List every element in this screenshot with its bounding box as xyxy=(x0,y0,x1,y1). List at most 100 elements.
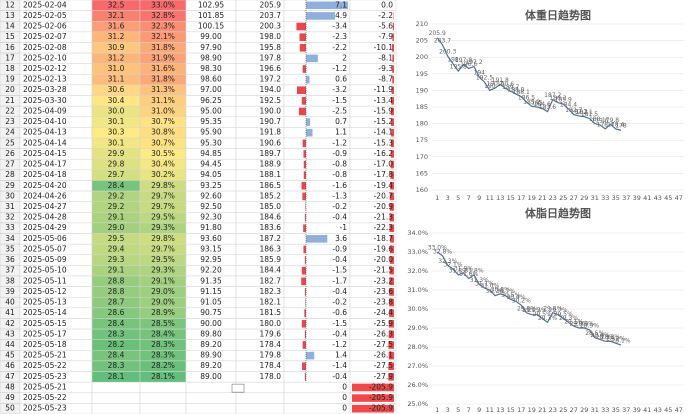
row-number: 34 xyxy=(5,234,15,243)
cell-text: 2025-04-18 xyxy=(23,170,67,179)
cell-text: 28.4 xyxy=(108,319,125,328)
cell-text: 2025-02-05 xyxy=(23,11,67,20)
chart-title: 体重日趋势图 xyxy=(525,8,591,22)
cell-text: 29.3% xyxy=(151,223,175,232)
cell-text: 29.8 xyxy=(108,160,125,169)
x-tick-label: 41 xyxy=(643,406,651,414)
cell xyxy=(235,403,285,414)
cell-text: 184.4 xyxy=(260,266,282,275)
cell-text: -205.9 xyxy=(369,404,393,413)
data-bar xyxy=(306,12,335,20)
data-bar xyxy=(303,150,306,158)
cell-text: 2025-02-12 xyxy=(23,64,67,73)
cell-text: 98.60 xyxy=(200,75,222,84)
cell-text: -21.5 xyxy=(374,266,394,275)
x-tick-label: 31 xyxy=(591,194,599,202)
x-tick-label: 23 xyxy=(549,194,557,202)
cell-text: 89.20 xyxy=(200,361,222,370)
y-tick-label: 28.0% xyxy=(407,343,428,351)
data-label: 31.6% xyxy=(459,271,478,278)
cell-text: 0 xyxy=(342,404,347,413)
cell-text: -15.2 xyxy=(374,117,394,126)
cell-text: 93.25 xyxy=(200,181,222,190)
data-label: 28.3% xyxy=(596,334,615,341)
data-bar xyxy=(306,128,313,137)
data-bar xyxy=(392,65,394,73)
y-tick-label: 185 xyxy=(416,103,428,111)
cell-text: 31.3% xyxy=(151,85,175,94)
cell-text: 2025-04-09 xyxy=(23,106,67,115)
cell-text: 2025-05-18 xyxy=(23,340,67,349)
cell-text: 2025-05-17 xyxy=(23,329,67,338)
cell-text: 93.60 xyxy=(200,234,222,243)
y-tick-label: 210 xyxy=(416,20,428,28)
data-label: 30.2% xyxy=(512,298,531,305)
cell-text: 95.35 xyxy=(200,117,222,126)
row-number: 48 xyxy=(5,382,15,391)
cell-text: 2025-02-10 xyxy=(23,53,67,62)
cell-text: 185.2 xyxy=(260,191,282,200)
data-bar xyxy=(389,203,394,211)
cell-text: 28.4 xyxy=(108,351,125,360)
data-bar xyxy=(302,139,306,148)
y-tick-label: 29.0% xyxy=(407,324,428,332)
cell-text: 28.1 xyxy=(108,372,125,381)
row-number: 24 xyxy=(5,128,15,137)
cell-text: 203.7 xyxy=(260,11,282,20)
cell-text: 2025-05-06 xyxy=(23,234,67,243)
data-label: 189.7 xyxy=(502,84,519,91)
cell-text: 91.15 xyxy=(200,287,222,296)
cell-text: 2025-04-28 xyxy=(23,213,67,222)
cell-text: 2025-05-10 xyxy=(23,266,67,275)
row-number: 27 xyxy=(5,160,15,169)
x-tick-label: 31 xyxy=(591,406,599,414)
x-tick-label: 41 xyxy=(643,194,651,202)
cell-text: 190.6 xyxy=(260,138,282,147)
data-bar xyxy=(388,330,394,339)
data-label: 203.7 xyxy=(434,37,451,44)
data-label: 178.4 xyxy=(597,121,614,128)
cell-text: -0.9 xyxy=(332,149,347,158)
cell-text: 191.8 xyxy=(260,128,282,137)
cell-text: 2025-05-07 xyxy=(23,244,67,253)
cell-text: 29.2 xyxy=(108,202,125,211)
data-label: 28.1% xyxy=(611,338,630,345)
row-number: 35 xyxy=(5,244,15,253)
data-label: 31.9% xyxy=(454,265,473,272)
cell-text: 29.7 xyxy=(108,170,125,179)
cell-text: 31.2 xyxy=(108,53,125,62)
data-bar xyxy=(390,235,394,243)
cell-text: 89.00 xyxy=(200,372,222,381)
chart-title: 体脂日趋势图 xyxy=(525,206,591,220)
cell-text: 101.85 xyxy=(198,11,224,20)
cell-text: 192.5 xyxy=(260,96,282,105)
cell-text: 29.4 xyxy=(108,244,125,253)
cell xyxy=(91,403,141,414)
cell xyxy=(139,392,187,404)
data-label: 194 xyxy=(474,70,486,77)
data-label: 190 xyxy=(484,83,496,90)
row-number: 49 xyxy=(5,393,15,402)
data-bar xyxy=(302,362,306,371)
cell-text: 2025-02-07 xyxy=(23,32,67,41)
data-bar xyxy=(299,33,306,41)
cell-text: 179.8 xyxy=(260,351,282,360)
data-label: 192.5 xyxy=(476,75,493,82)
cell-text: -205.9 xyxy=(369,382,393,391)
cell-text: 96.25 xyxy=(200,96,222,105)
cell-text: -0.8 xyxy=(332,170,347,179)
y-tick-label: 33.0% xyxy=(407,248,428,256)
cell-text: 29.7% xyxy=(151,244,175,253)
cell xyxy=(91,392,141,404)
x-tick-label: 3 xyxy=(446,406,450,414)
data-label: 30.7% xyxy=(485,288,504,295)
cell-text: 94.85 xyxy=(200,149,222,158)
cell xyxy=(185,403,237,414)
row-number: 32 xyxy=(5,213,15,222)
y-tick-label: 165 xyxy=(416,169,428,177)
cell-text: 190.7 xyxy=(260,117,282,126)
x-tick-label: 17 xyxy=(517,406,525,414)
cell-text: 30.3 xyxy=(108,128,125,137)
data-label: 28.5% xyxy=(585,330,604,337)
cell-text: 31.0% xyxy=(151,106,175,115)
